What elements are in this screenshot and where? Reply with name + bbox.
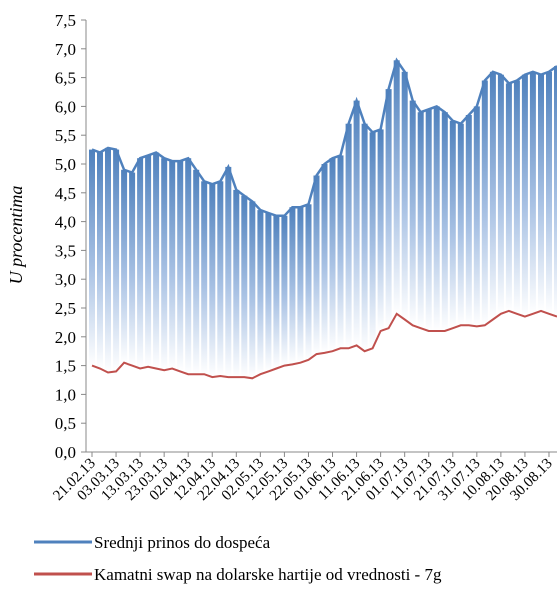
yield-bar — [225, 166, 232, 378]
y-axis-label: U procentima — [6, 186, 26, 285]
yield-bar — [313, 175, 320, 355]
lines-layer — [91, 57, 557, 380]
yield-bar — [321, 164, 328, 353]
yield-bar — [129, 172, 136, 366]
yield-bar — [505, 83, 512, 311]
yield-bar — [441, 112, 448, 332]
yield-bar — [233, 189, 240, 378]
yield-bar — [281, 215, 288, 366]
yield-bar — [97, 152, 103, 369]
y-tick-label: 4,5 — [55, 184, 76, 203]
yield-bar — [193, 169, 200, 375]
legend-label: Kamatni swap na dolarske hartije od vred… — [94, 565, 442, 584]
yield-bar — [425, 109, 432, 332]
y-tick-label: 3,0 — [55, 270, 76, 289]
yield-bar — [89, 149, 95, 366]
yield-bar — [481, 80, 488, 326]
yield-bar — [201, 181, 208, 375]
yield-bar — [473, 106, 480, 327]
yield-bar — [393, 60, 400, 314]
yield-bar — [169, 161, 176, 369]
yield-bar — [105, 147, 111, 373]
yield-bar — [409, 100, 416, 326]
yield-bar — [521, 74, 528, 317]
yield-bar — [257, 210, 264, 375]
y-tick-label: 0,0 — [55, 443, 76, 462]
y-tick-label: 2,5 — [55, 299, 76, 318]
yield-bar — [538, 74, 544, 311]
yield-bar — [113, 149, 120, 372]
yield-bar — [273, 215, 280, 369]
yield-bar — [513, 80, 520, 314]
y-tick-label: 2,0 — [55, 328, 76, 347]
yield-bar — [353, 100, 360, 346]
yield-bar — [177, 161, 184, 372]
yield-bar — [489, 71, 496, 320]
yield-bar — [385, 89, 392, 329]
yield-bar — [554, 66, 557, 317]
legend-label: Srednji prinos do dospeća — [94, 533, 271, 552]
y-tick-label: 7,5 — [55, 11, 76, 30]
yield-bar — [337, 155, 344, 349]
yield-bar — [241, 195, 248, 378]
y-tick-label: 1,0 — [55, 385, 76, 404]
y-tick-label: 6,0 — [55, 97, 76, 116]
series-line-swap — [91, 309, 557, 380]
bars-layer — [89, 60, 557, 379]
legend: Srednji prinos do dospeća Kamatni swap na… — [34, 533, 442, 584]
yield-bar — [137, 158, 144, 369]
series-line-yield — [91, 57, 557, 218]
yield-bar — [297, 207, 304, 363]
y-tick-label: 5,0 — [55, 155, 76, 174]
y-tick-label: 6,5 — [55, 69, 76, 88]
yield-bar — [401, 71, 408, 320]
yield-bar — [449, 120, 456, 329]
yield-bar — [433, 106, 440, 332]
y-tick-label: 1,5 — [55, 357, 76, 376]
yield-bar — [249, 201, 256, 379]
yield-bar — [369, 132, 376, 349]
yield-bar — [457, 123, 464, 326]
yield-bar — [217, 181, 224, 376]
yield-bar — [546, 71, 552, 314]
yield-bar — [265, 213, 272, 372]
yield-bar — [145, 155, 152, 367]
y-tick-label: 5,5 — [55, 126, 76, 145]
y-tick-label: 7,0 — [55, 40, 76, 59]
yield-bar — [529, 71, 536, 314]
y-tick-label: 3,5 — [55, 241, 76, 260]
yield-bar — [209, 184, 216, 378]
yield-bar — [417, 112, 424, 329]
yield-bar — [289, 207, 296, 365]
yield-bar — [377, 129, 384, 331]
yield-bar — [345, 123, 352, 349]
y-tick-label: 0,5 — [55, 414, 76, 433]
yield-bar — [161, 158, 168, 371]
y-tick-label: 4,0 — [55, 213, 76, 232]
yield-bar — [305, 204, 312, 360]
yield-bar — [361, 123, 368, 352]
yield-bar — [465, 115, 472, 326]
yield-bar — [185, 158, 192, 375]
yield-bar — [497, 74, 504, 314]
yield-bar — [153, 152, 160, 369]
yield-bar — [329, 158, 336, 352]
axes-layer — [81, 19, 557, 457]
yield-bar — [121, 169, 128, 363]
